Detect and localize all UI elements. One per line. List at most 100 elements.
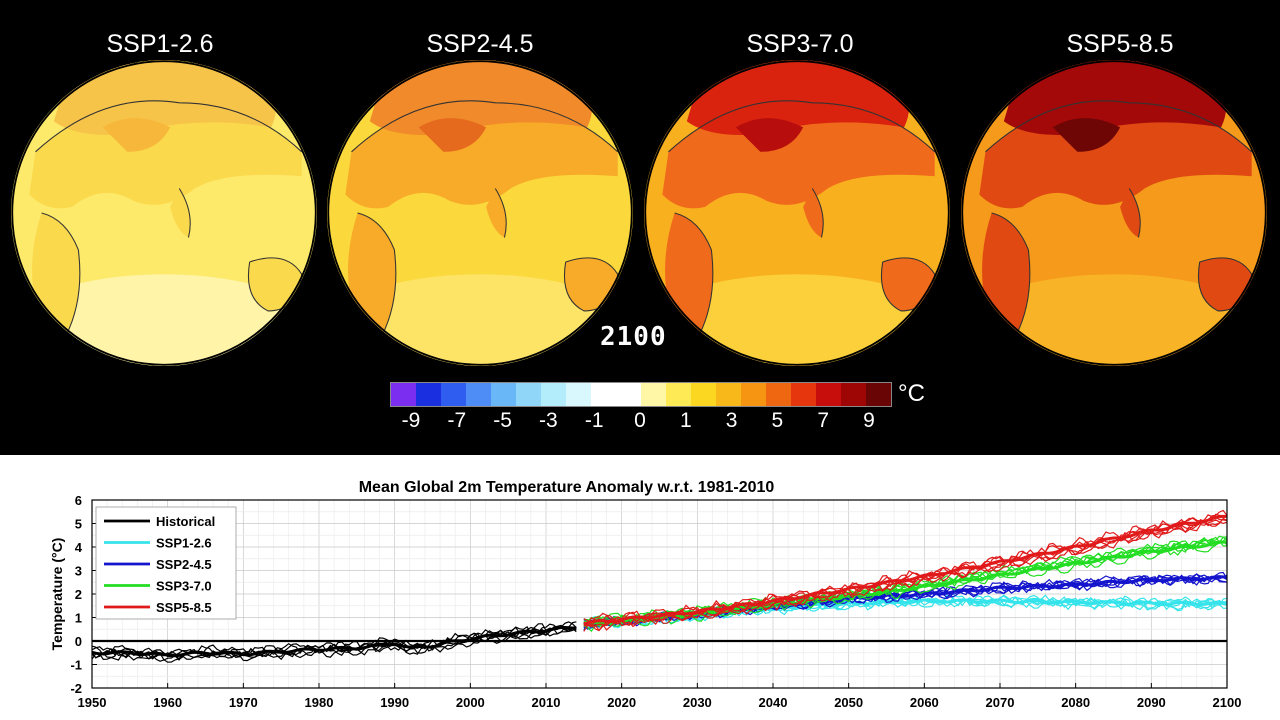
ensemble-member-line	[91, 627, 577, 663]
colorbar-tick-label: 9	[863, 409, 875, 432]
ensemble-mean-line	[583, 514, 1227, 626]
colorbar-tick-label: -1	[584, 409, 604, 432]
globe-map-ssp1	[11, 60, 317, 366]
globe-arctic	[369, 60, 593, 135]
globe-hotspot	[735, 118, 804, 152]
ensemble-member-line	[583, 519, 1228, 632]
colorbar-cell	[816, 383, 841, 406]
series-ssp5-8-5	[583, 509, 1228, 632]
colorbar-tick-label: 7	[817, 409, 830, 432]
x-tick-label: 2070	[986, 695, 1015, 710]
colorbar-tick-label: 0	[634, 409, 646, 432]
y-tick-label: -1	[70, 658, 82, 673]
legend-entry: SSP2-4.5	[156, 557, 212, 572]
colorbar-cell	[391, 383, 416, 406]
colorbar-cell	[566, 383, 591, 406]
globe-southern-ocean	[11, 274, 317, 366]
x-tick-label: 2090	[1137, 695, 1166, 710]
y-tick-label: 1	[75, 611, 82, 626]
y-tick-label: 6	[75, 493, 82, 508]
colorbar-cell	[866, 383, 891, 406]
globe-coastlines	[668, 100, 936, 336]
globe-map-ssp3	[644, 60, 950, 366]
x-tick-label: 1960	[153, 695, 182, 710]
colorbar-cell	[741, 383, 766, 406]
globes-panel: SSP1-2.6 SSP2-4.5 SSP3-7.0 SSP5-8.5 2100…	[11, 30, 1267, 435]
y-tick-label: 4	[75, 540, 83, 555]
legend-entry: SSP5-8.5	[156, 600, 212, 615]
x-tick-label: 2100	[1213, 695, 1242, 710]
globe-arctic	[53, 60, 277, 135]
globe-coastlines	[985, 100, 1253, 336]
y-axis-label: Temperature (°C)	[49, 538, 65, 651]
x-tick-label: 2060	[910, 695, 939, 710]
globe-outline	[961, 60, 1267, 366]
colorbar-cell	[466, 383, 491, 406]
x-tick-label: 1980	[305, 695, 334, 710]
globe-outline	[644, 60, 950, 366]
globe-australia-land	[881, 257, 935, 311]
colorbar-cell	[666, 383, 691, 406]
legend: Historical SSP1-2.6 SSP2-4.5 SSP3-7.0 SSP5-8…	[95, 506, 237, 620]
legend-entry: SSP1-2.6	[156, 536, 212, 551]
globe-coastlines	[35, 100, 303, 336]
y-tick-label: 0	[75, 634, 82, 649]
globe-southern-ocean	[644, 274, 950, 366]
globe-map-ssp5	[961, 60, 1267, 366]
globe-coastlines	[351, 100, 619, 336]
colorbar-cell	[491, 383, 516, 406]
chart-title: Mean Global 2m Temperature Anomaly w.r.t…	[359, 479, 775, 496]
colorbar-tick-label: -7	[447, 409, 467, 432]
x-tick-label: 1950	[78, 695, 107, 710]
year-label: 2100	[600, 322, 667, 352]
colorbar	[390, 382, 892, 407]
colorbar-tick-label: 5	[771, 409, 784, 432]
y-tick-label: 5	[75, 517, 82, 532]
globe-australia-land	[1198, 257, 1252, 311]
colorbar-cell	[541, 383, 566, 406]
colorbar-tick-label: -3	[539, 409, 558, 432]
x-tick-label: 2050	[834, 695, 863, 710]
globe-arctic	[686, 60, 910, 135]
globe-title-ssp1: SSP1-2.6	[106, 30, 214, 58]
x-tick-label: 2080	[1061, 695, 1090, 710]
colorbar-cell	[516, 383, 541, 406]
y-tick-label: -2	[70, 681, 82, 696]
temperature-chart: 1950 1960 1970 1980 1990 2000 2010 2020 2030 2040…	[49, 479, 1242, 710]
colorbar-cell	[591, 383, 616, 406]
globe-southern-ocean	[327, 274, 633, 366]
x-tick-label: 2020	[607, 695, 636, 710]
y-tick-label: 2	[75, 587, 82, 602]
legend-entry: SSP3-7.0	[156, 579, 212, 594]
colorbar-unit: °C	[898, 380, 925, 407]
colorbar-tick-label: 3	[725, 409, 738, 432]
colorbar-cell	[416, 383, 441, 406]
x-tick-label: 2000	[456, 695, 485, 710]
x-tick-label: 1970	[229, 695, 258, 710]
globe-title-ssp5: SSP5-8.5	[1066, 30, 1174, 58]
globe-title-ssp2: SSP2-4.5	[426, 30, 534, 58]
colorbar-cell	[691, 383, 716, 406]
colorbar-cell	[641, 383, 666, 406]
globe-southern-ocean	[961, 274, 1267, 366]
globe-australia-land	[248, 257, 302, 311]
x-tick-label: 2010	[532, 695, 561, 710]
colorbar-tick-label: -9	[401, 409, 421, 432]
globe-outline	[327, 60, 633, 366]
globe-outline	[11, 60, 317, 366]
colorbar-tick-label: -5	[493, 409, 512, 432]
globe-hotspot	[418, 118, 487, 152]
colorbar-cell	[841, 383, 866, 406]
colorbar-cell	[766, 383, 791, 406]
colorbar-cell	[716, 383, 741, 406]
x-tick-label: 1990	[380, 695, 409, 710]
globe-map-ssp2	[327, 60, 633, 366]
ensemble-mean-line	[91, 626, 577, 658]
colorbar-cell	[441, 383, 466, 406]
colorbar-ticks: -9 -7 -5 -3 -1 0 1 3 5 7 9	[390, 409, 890, 435]
y-tick-label: 3	[75, 564, 82, 579]
legend-entry: Historical	[156, 514, 215, 529]
colorbar-tick-label: 1	[679, 409, 692, 432]
globe-title-ssp3: SSP3-7.0	[746, 30, 854, 58]
globe-arctic	[1003, 60, 1227, 135]
